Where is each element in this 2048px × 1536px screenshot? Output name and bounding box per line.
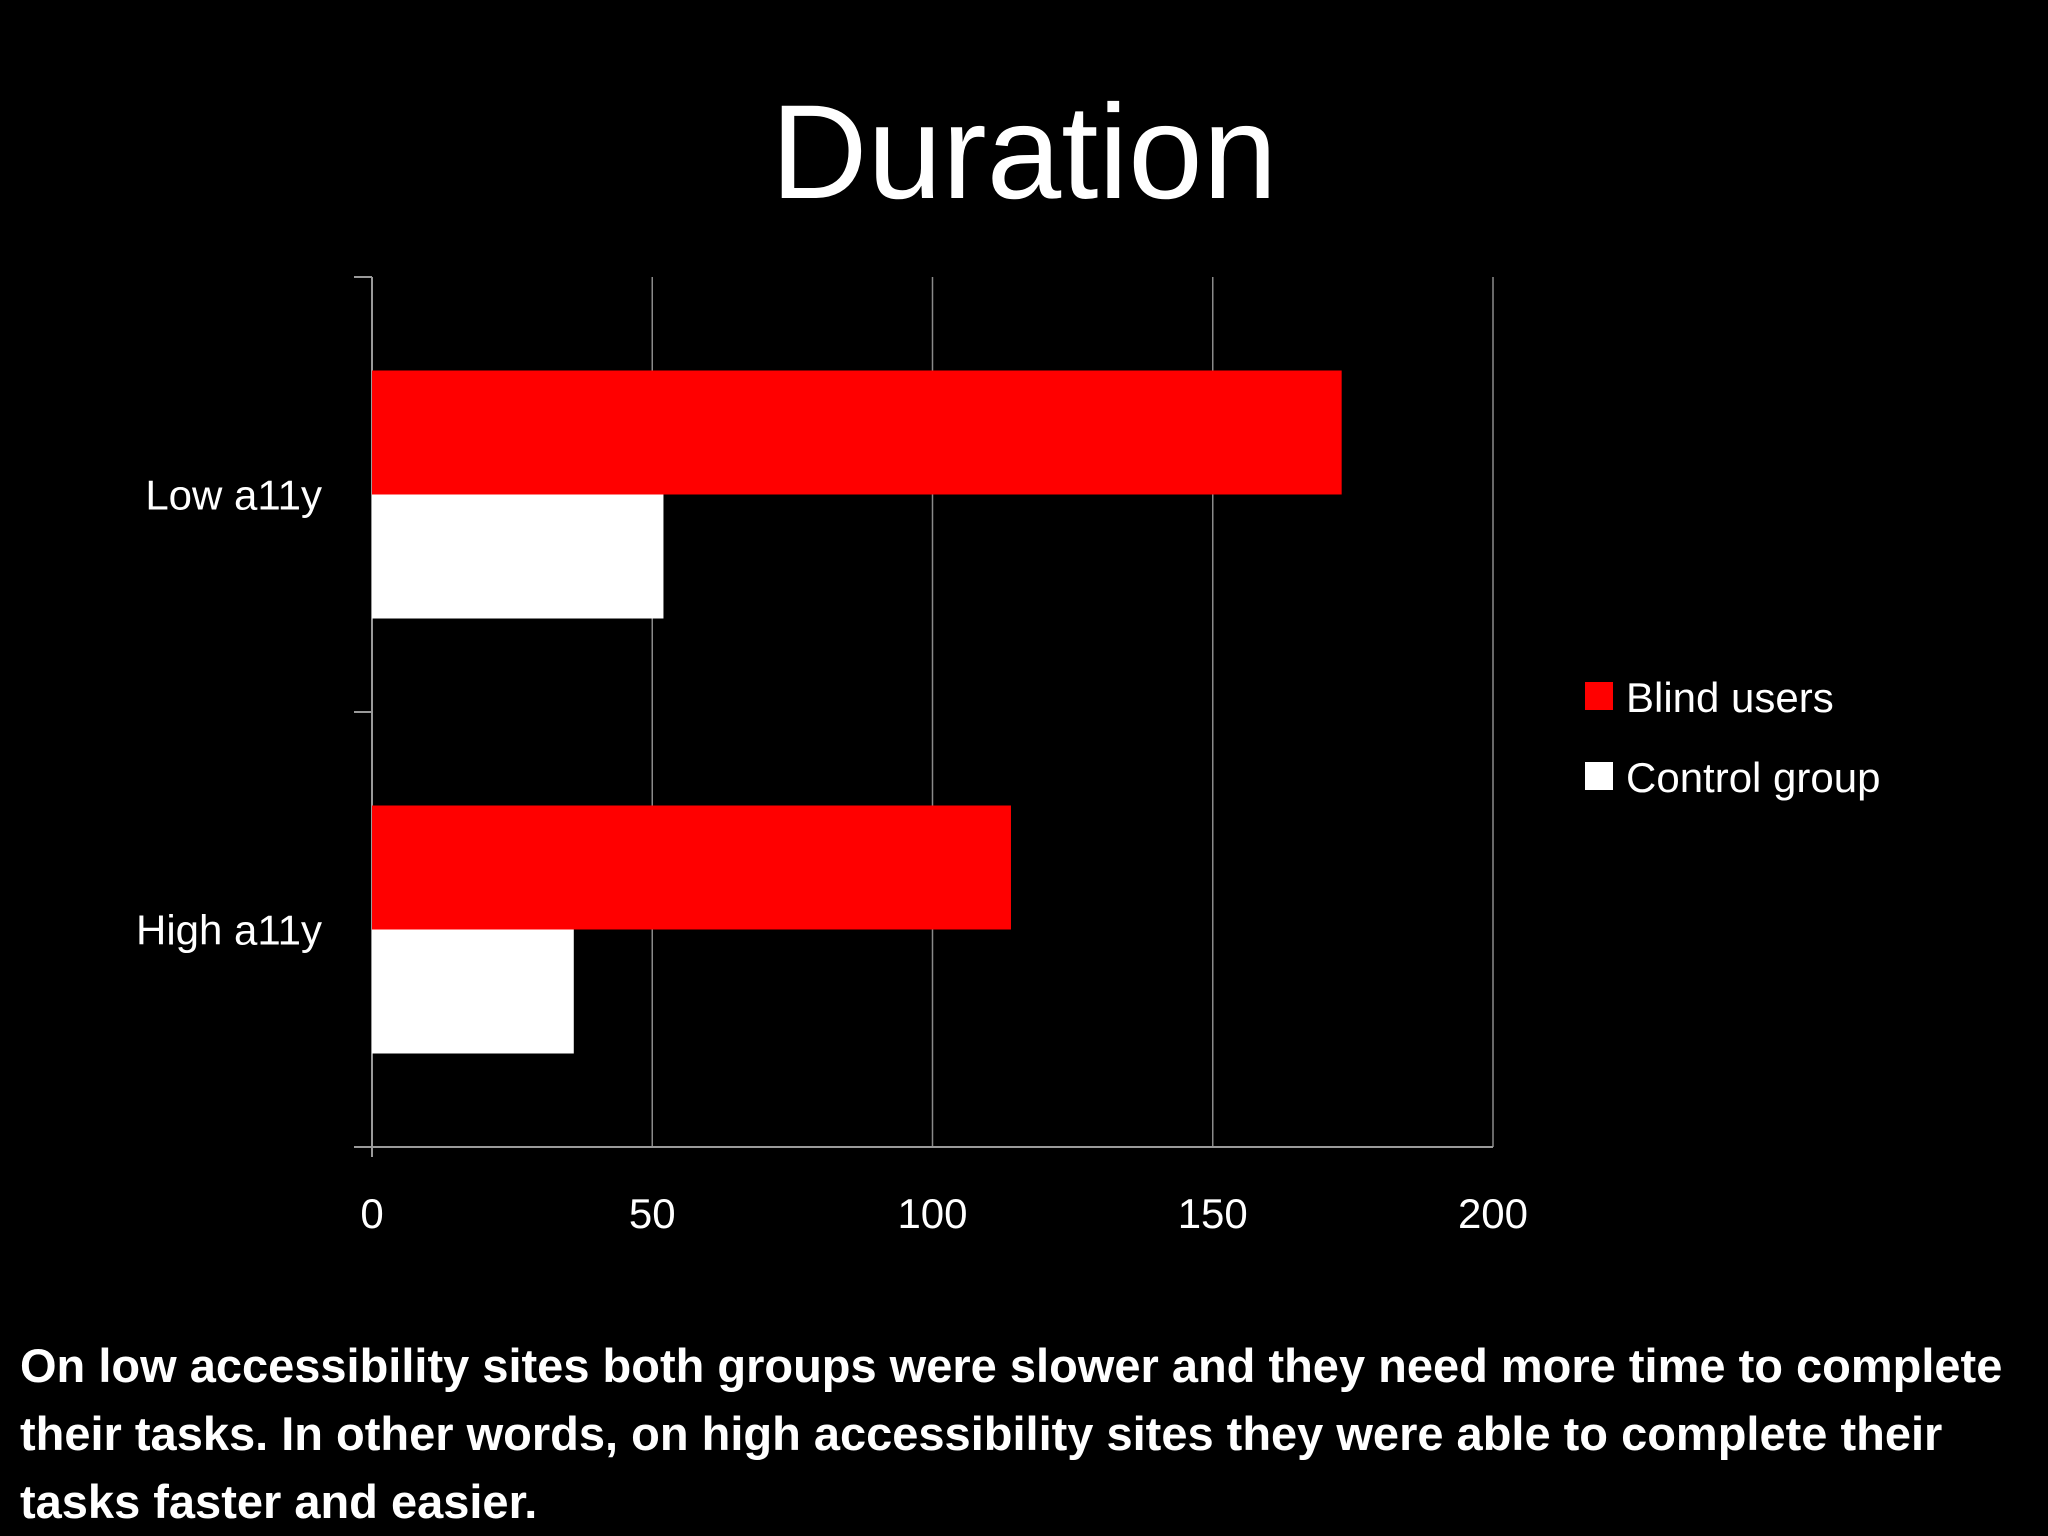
- y-category-label: High a11y: [136, 907, 322, 954]
- bar-chart: 0 50 100 150 200 Low a11y High a11y Blind users…: [136, 276, 1880, 1237]
- x-tick-label: 0: [360, 1190, 383, 1237]
- legend-label: Control group: [1626, 754, 1880, 801]
- x-tick-label: 100: [897, 1190, 967, 1237]
- x-tick-label: 50: [629, 1190, 676, 1237]
- bar-control-group: [372, 494, 664, 619]
- legend-swatch: [1585, 682, 1613, 710]
- bar-control-group: [372, 929, 574, 1054]
- legend-swatch: [1585, 762, 1613, 790]
- legend-label: Blind users: [1626, 674, 1834, 721]
- x-tick-label: 150: [1178, 1190, 1248, 1237]
- slide-caption: On low accessibility sites both groups w…: [20, 1339, 2003, 1528]
- slide-title: Duration: [770, 78, 1278, 227]
- y-category-label: Low a11y: [145, 472, 322, 519]
- x-tick-label: 200: [1458, 1190, 1528, 1237]
- bar-blind-users: [372, 370, 1342, 495]
- bar-blind-users: [372, 805, 1011, 930]
